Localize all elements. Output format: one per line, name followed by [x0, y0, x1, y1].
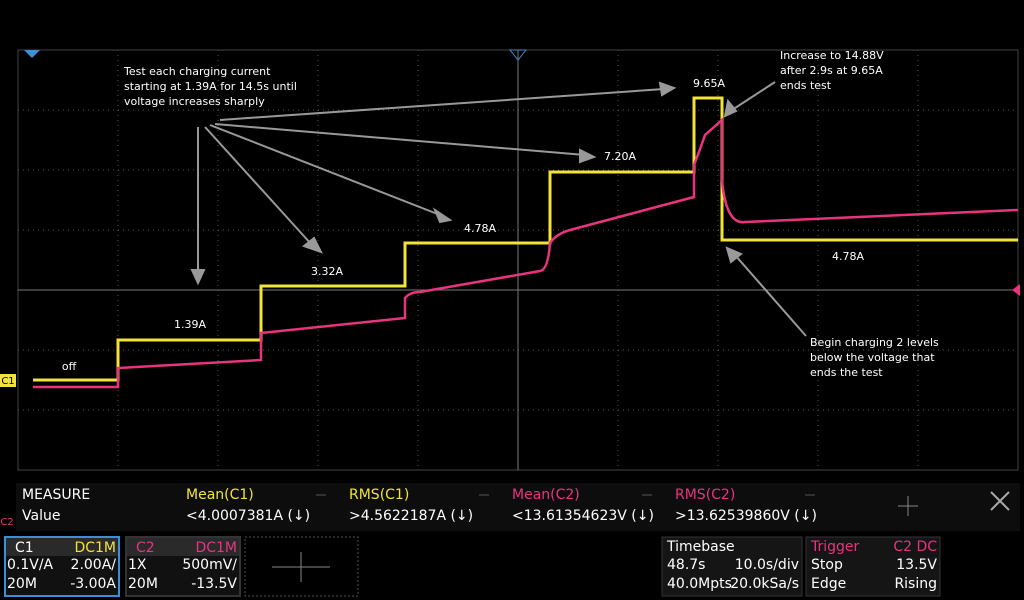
note-line: after 2.9s at 9.65A [780, 64, 883, 77]
add-icon [272, 552, 330, 582]
channel-scale: 500mV/ [182, 557, 237, 573]
channel-header [127, 538, 239, 556]
timebase-title: Timebase [666, 539, 735, 555]
notes: Test each charging current starting at 1.… [123, 49, 939, 379]
channel-coupling: DC1M [195, 540, 237, 556]
note-line: starting at 1.39A for 14.5s until [124, 80, 297, 93]
measure-value: <4.0007381A (↓) [186, 508, 310, 524]
channel-name: C1 [15, 540, 34, 556]
trigger-title: Trigger [810, 539, 860, 555]
trig-type: Edge [811, 576, 846, 592]
channel-scale: 2.00A/ [71, 557, 117, 573]
measure-title: MEASURE [22, 487, 90, 503]
measure-row: Value [22, 508, 60, 524]
measure-value: >4.5622187A (↓) [349, 508, 473, 524]
arrows [190, 81, 807, 337]
note-line: Begin charging 2 levels [810, 336, 939, 349]
channel-offset: -3.00A [70, 576, 116, 592]
c2-marker: C2 [0, 517, 13, 528]
note-line: ends the test [810, 366, 883, 379]
measure-panel [16, 483, 1020, 531]
measure-header: Mean(C2) [512, 487, 580, 503]
channel-probe: 1X [128, 557, 147, 573]
tb-delay: 48.7s [667, 557, 705, 573]
channel-panels: C1 DC1M 0.1V/A 2.00A/20M -3.00A C2 DC1M 1X 500mV… [4, 536, 241, 597]
measure-header: RMS(C2) [675, 487, 735, 503]
c1-marker-bg [0, 374, 16, 387]
channel-offset: -13.5V [191, 576, 237, 592]
note-line: below the voltage that [810, 351, 935, 364]
note-line: Test each charging current [123, 65, 271, 78]
delay-marker [508, 49, 528, 61]
trace-label: 3.32A [311, 265, 343, 278]
note-line: ends test [780, 79, 832, 92]
trig-mode: Stop [811, 557, 843, 573]
channel-probe: 0.1V/A [7, 557, 54, 573]
measure-value: <13.61354623V (↓) [512, 508, 654, 524]
note-line: Increase to 14.88V [780, 49, 884, 62]
measure-header: Mean(C1) [186, 487, 254, 503]
tb-scale: 10.0s/div [735, 557, 799, 573]
note-line: voltage increases sharply [124, 95, 265, 108]
measure-cols: Mean(C1) <4.0007381A (↓) RMS(C1) >4.5622187… [186, 487, 817, 524]
trace-label: 4.78A [464, 222, 496, 235]
trig-slope: Rising [894, 576, 937, 592]
c1-trace [33, 96, 1018, 382]
channel-bw: 20M [128, 576, 158, 592]
trig-source: C2 [893, 539, 912, 555]
trace-label: off [62, 360, 77, 373]
trigger-level [1012, 284, 1020, 296]
add-channel[interactable] [244, 536, 359, 597]
trig-coupling: DC [916, 539, 937, 555]
tb-rate: 20.0kSa/s [730, 576, 799, 592]
measure-value: >13.62539860V (↓) [675, 508, 817, 524]
trace-label: 7.20A [604, 150, 636, 163]
trace-label: 4.78A [832, 250, 864, 263]
timebase-box[interactable] [661, 536, 803, 597]
channel-bw: 20M [7, 576, 37, 592]
close-icon[interactable] [990, 491, 1010, 511]
trace-label: 9.65A [693, 77, 725, 90]
trigger-box[interactable] [805, 536, 941, 597]
channel-coupling: DC1M [74, 540, 116, 556]
trace-label: 1.39A [174, 318, 206, 331]
trigger-pos [24, 50, 40, 58]
c1-marker: C1 [1, 376, 14, 387]
trig-level: 13.5V [896, 557, 937, 573]
c2-trace [33, 117, 1019, 389]
measure-header: RMS(C1) [349, 487, 409, 503]
channel-name: C2 [136, 540, 155, 556]
channel-header [6, 538, 118, 556]
tb-points: 40.0Mpts [667, 576, 732, 592]
